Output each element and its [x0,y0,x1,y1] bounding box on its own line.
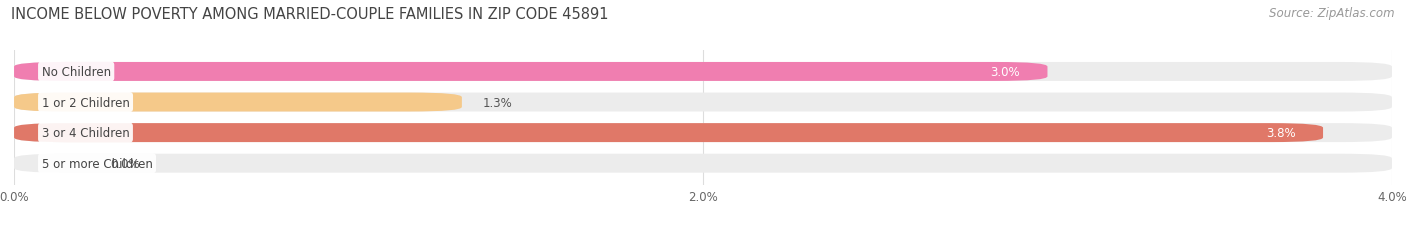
Text: 3.0%: 3.0% [990,66,1019,79]
FancyBboxPatch shape [14,63,1392,82]
Text: 5 or more Children: 5 or more Children [42,157,152,170]
Text: 0.0%: 0.0% [111,157,141,170]
Text: INCOME BELOW POVERTY AMONG MARRIED-COUPLE FAMILIES IN ZIP CODE 45891: INCOME BELOW POVERTY AMONG MARRIED-COUPL… [11,7,609,22]
FancyBboxPatch shape [14,63,1047,82]
Text: No Children: No Children [42,66,111,79]
FancyBboxPatch shape [14,154,1392,173]
FancyBboxPatch shape [14,93,1392,112]
Text: Source: ZipAtlas.com: Source: ZipAtlas.com [1270,7,1395,20]
Text: 1.3%: 1.3% [482,96,512,109]
FancyBboxPatch shape [14,93,463,112]
Text: 3.8%: 3.8% [1265,127,1295,140]
Text: 3 or 4 Children: 3 or 4 Children [42,127,129,140]
FancyBboxPatch shape [14,124,1392,143]
FancyBboxPatch shape [14,124,1323,143]
Text: 1 or 2 Children: 1 or 2 Children [42,96,129,109]
